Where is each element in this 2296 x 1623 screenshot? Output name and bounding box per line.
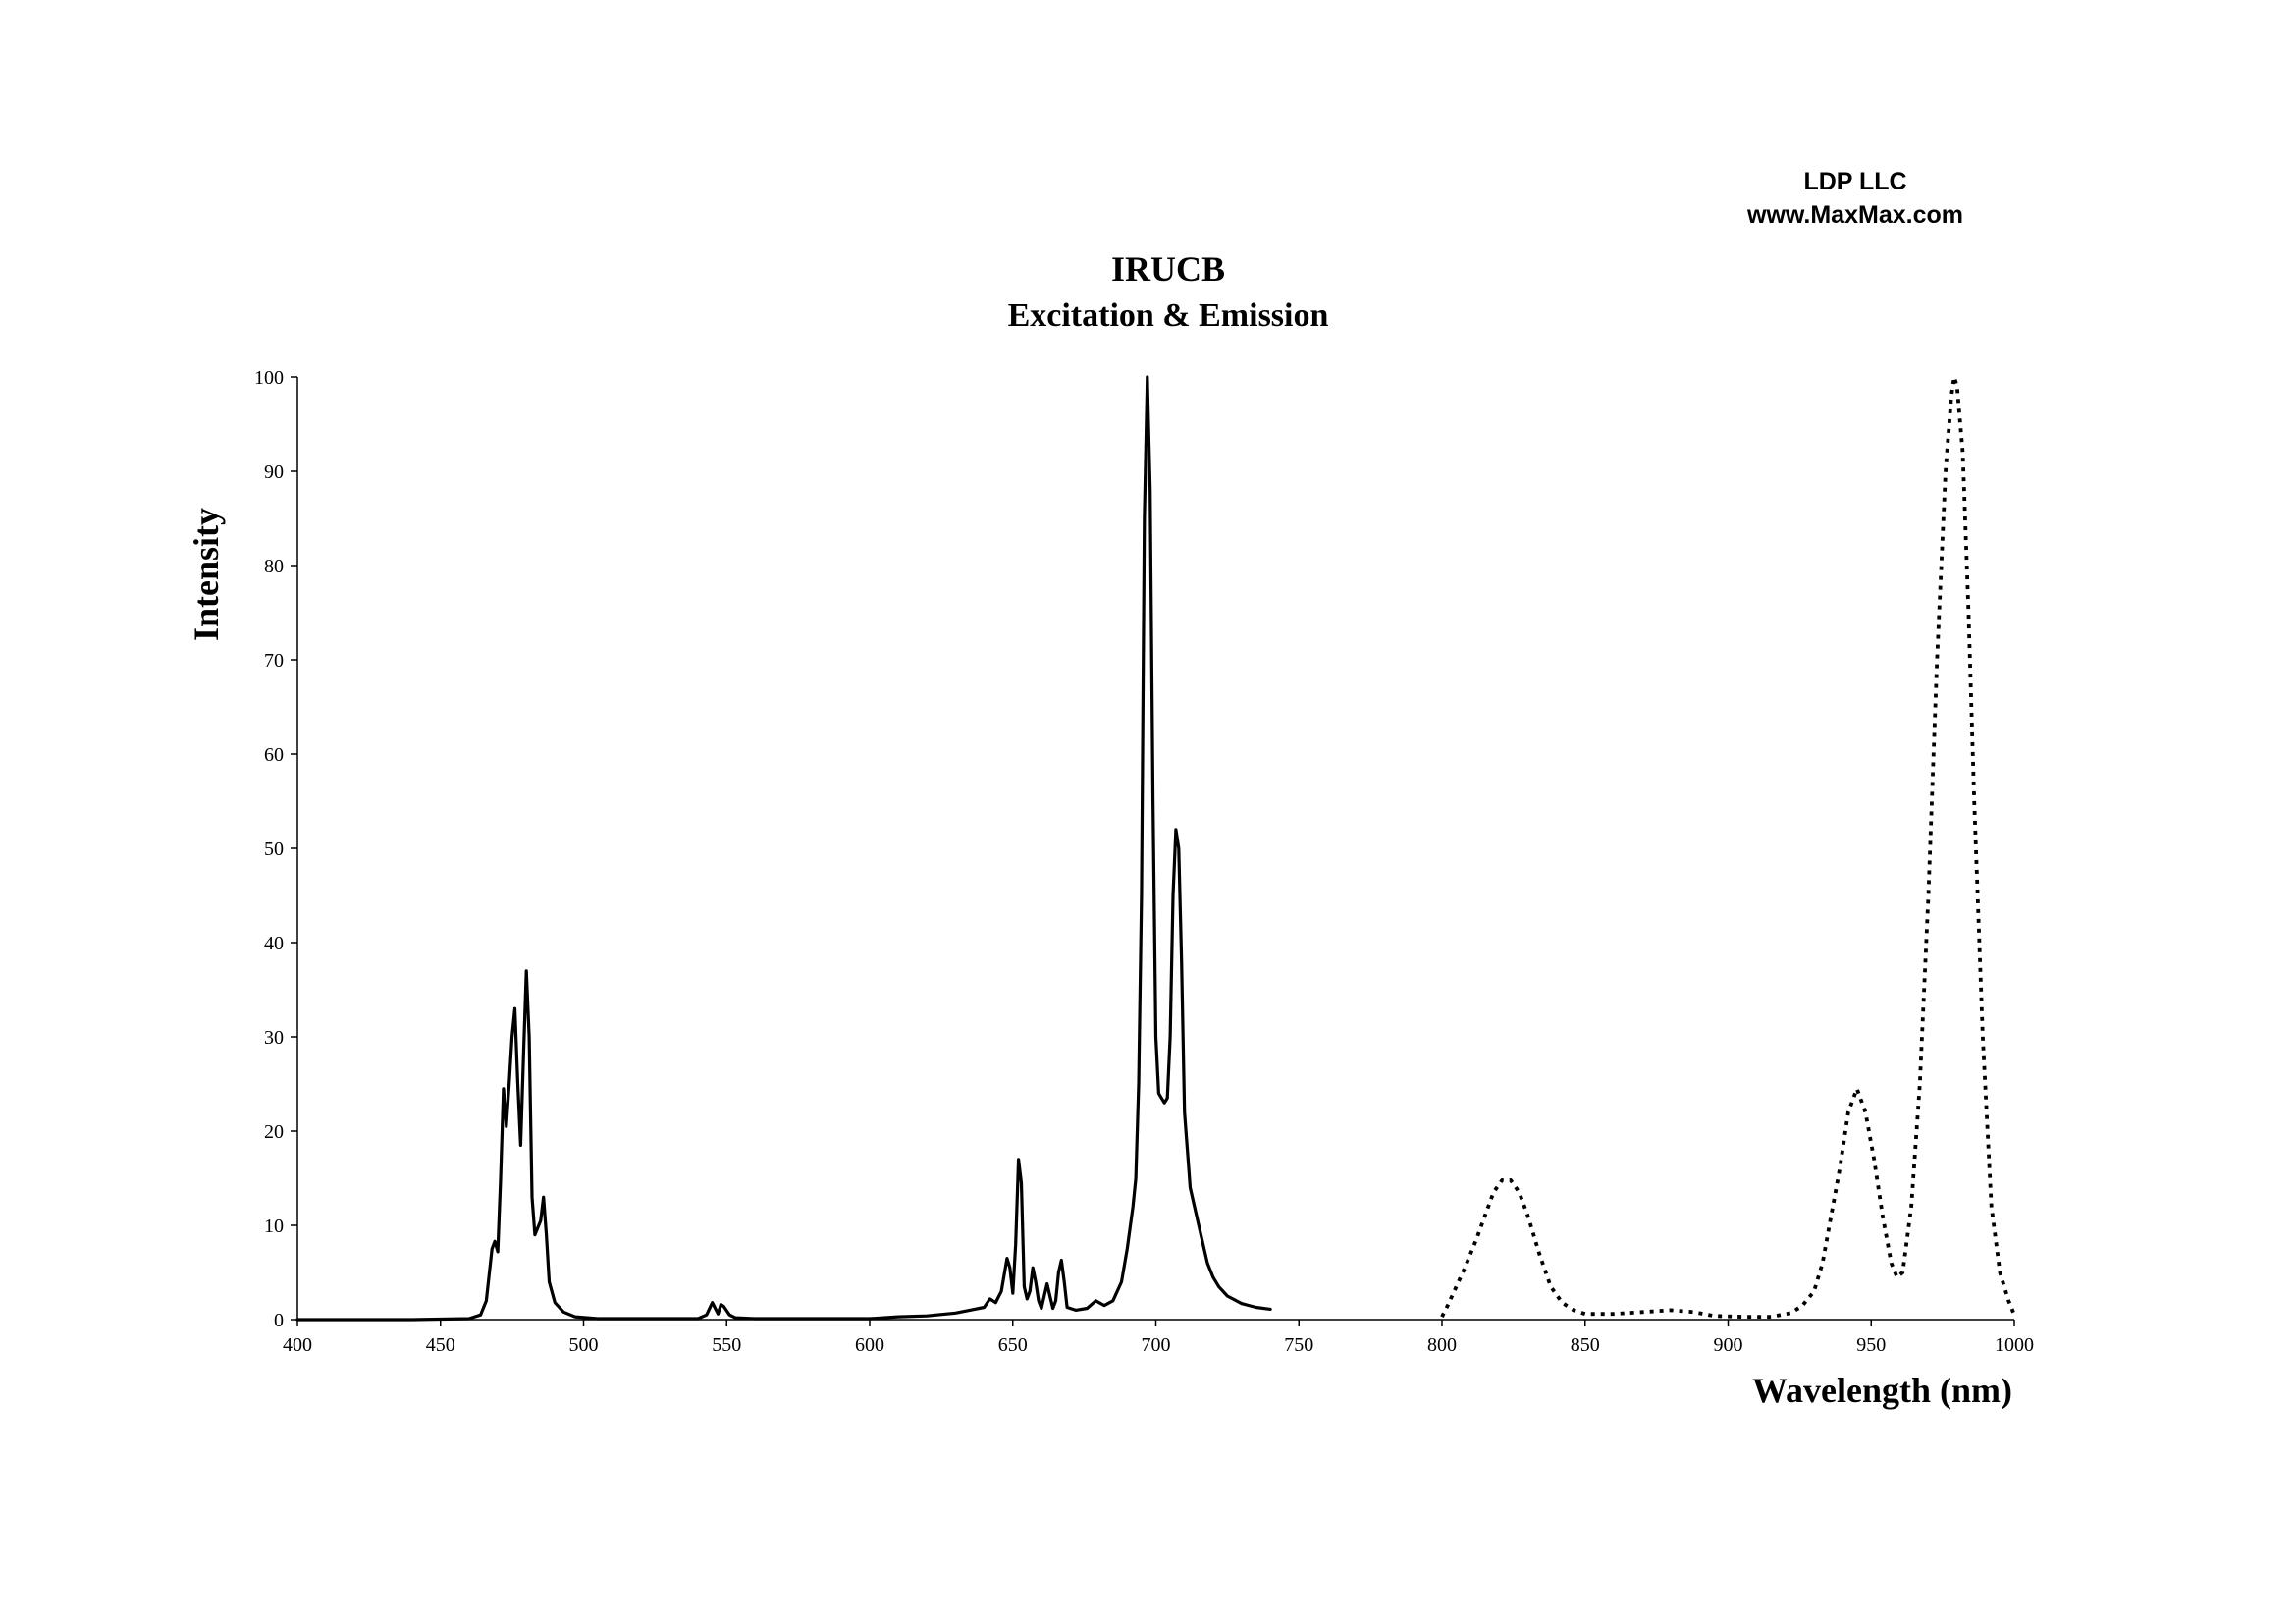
y-tick-label: 10 [264, 1216, 284, 1237]
x-axis-title: Wavelength (nm) [1752, 1371, 2012, 1410]
x-tick-label: 700 [1142, 1334, 1171, 1356]
y-axis-title: Intensity [187, 508, 226, 641]
y-tick-label: 50 [264, 839, 284, 860]
y-tick-label: 30 [264, 1027, 284, 1049]
y-tick-label: 40 [264, 933, 284, 954]
chart-subtitle: Excitation & Emission [1007, 298, 1329, 334]
chart-title-block: IRUCB Excitation & Emission [883, 245, 1453, 340]
y-tick-label: 90 [264, 461, 284, 483]
y-tick-label: 100 [254, 367, 284, 389]
x-tick-label: 400 [283, 1334, 312, 1356]
y-tick-label: 0 [274, 1310, 284, 1331]
x-tick-label: 600 [855, 1334, 884, 1356]
chart-title: IRUCB [1110, 249, 1225, 289]
y-tick-label: 70 [264, 650, 284, 672]
x-tick-label: 450 [426, 1334, 455, 1356]
brand-company: LDP LLC [1803, 168, 1907, 195]
solid-series-line [295, 375, 1272, 1322]
axes-group: 0 10 20 30 40 50 60 70 80 90 100 400 450 500 550 600 650… [254, 367, 2034, 1356]
series-layer [295, 375, 2016, 1322]
x-tick-label: 850 [1571, 1334, 1600, 1356]
brand-website: www.MaxMax.com [1747, 201, 1963, 229]
x-tick-label: 650 [998, 1334, 1028, 1356]
x-tick-label: 800 [1427, 1334, 1457, 1356]
dotted-series-line [1440, 375, 2016, 1319]
y-tick-label: 80 [264, 556, 284, 577]
x-tick-label: 900 [1714, 1334, 1743, 1356]
x-tick-label: 500 [569, 1334, 599, 1356]
brand-block: LDP LLC www.MaxMax.com [1708, 165, 2002, 232]
x-tick-label: 1000 [1995, 1334, 2034, 1356]
x-tick-label: 550 [712, 1334, 741, 1356]
y-tick-label: 60 [264, 744, 284, 766]
y-tick-label: 20 [264, 1121, 284, 1143]
x-tick-label: 750 [1284, 1334, 1313, 1356]
x-tick-label: 950 [1856, 1334, 1886, 1356]
